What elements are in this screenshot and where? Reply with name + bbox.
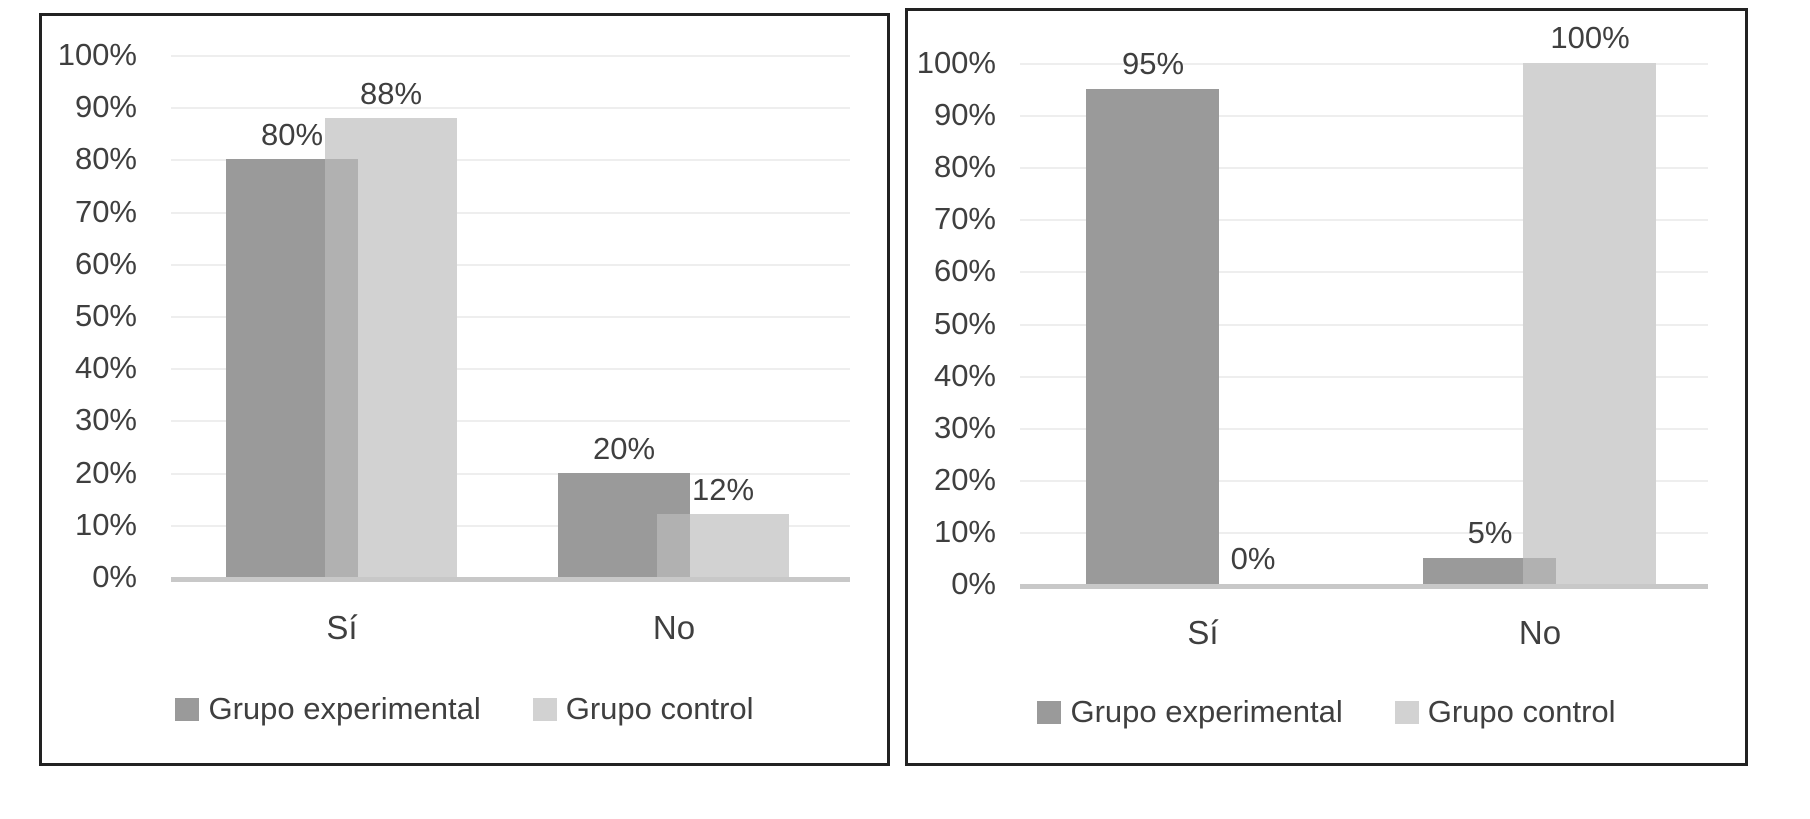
y-axis-tick-label: 10% (933, 514, 996, 549)
data-label-control-sí: 0% (1230, 541, 1276, 576)
category-label-sí: Sí (326, 609, 358, 646)
x-axis-line (1020, 584, 1708, 589)
y-axis-tick-label: 60% (933, 253, 996, 288)
y-axis-tick-label: 50% (74, 298, 137, 333)
legend: Grupo experimental Grupo control (42, 692, 887, 726)
bar-overlap-no (1523, 558, 1556, 584)
category-label-sí: Sí (1187, 614, 1219, 651)
gridline-80 (171, 159, 850, 161)
y-axis-tick-label: 40% (74, 350, 137, 385)
gridline-70 (171, 212, 850, 214)
gridline-100 (171, 55, 850, 57)
gridline-30 (171, 420, 850, 422)
legend-item-experimental: Grupo experimental (175, 691, 481, 726)
y-axis-tick-label: 20% (933, 462, 996, 497)
gridline-90 (1020, 115, 1708, 117)
gridline-20 (1020, 480, 1708, 482)
bar-overlap-sí (325, 159, 358, 577)
y-axis-tick-label: 0% (92, 559, 137, 594)
legend-swatch-icon (1037, 700, 1062, 724)
x-axis-line (171, 577, 850, 582)
data-label-experimental-no: 20% (592, 431, 656, 466)
gridline-60 (1020, 271, 1708, 273)
legend-item-control: Grupo control (1394, 694, 1616, 729)
legend: Grupo experimental Grupo control (908, 695, 1745, 729)
data-label-control-no: 100% (1550, 20, 1630, 55)
gridline-70 (1020, 219, 1708, 221)
legend-label: Grupo experimental (1070, 694, 1343, 729)
data-label-experimental-no: 5% (1467, 515, 1513, 550)
gridline-100 (1020, 63, 1708, 65)
gridline-30 (1020, 428, 1708, 430)
gridline-50 (171, 316, 850, 318)
bar-control-no (1523, 63, 1656, 584)
legend-item-experimental: Grupo experimental (1037, 694, 1343, 729)
chart-panel-right: 100% 90% 80% 70% 60% 50% 40% 30% 20% 10% 0% 95% 0% Sí… (905, 8, 1748, 766)
gridline-10 (1020, 532, 1708, 534)
data-label-control-no: 12% (691, 472, 755, 507)
gridline-20 (171, 473, 850, 475)
chart-panel-left: 100% 90% 80% 70% 60% 50% 40% 30% 20% 10% 0% 80% 88% S… (39, 13, 890, 766)
gridline-50 (1020, 324, 1708, 326)
y-axis-tick-label: 0% (951, 566, 996, 601)
data-label-experimental-sí: 95% (1121, 46, 1185, 81)
y-axis-tick-label: 80% (933, 149, 996, 184)
y-axis-tick-label: 100% (57, 37, 137, 72)
legend-label: Grupo experimental (208, 691, 481, 726)
y-axis-tick-label: 70% (933, 201, 996, 236)
legend-swatch-icon (1394, 700, 1419, 724)
legend-label: Grupo control (1427, 694, 1616, 729)
legend-item-control: Grupo control (532, 691, 754, 726)
gridline-40 (1020, 376, 1708, 378)
legend-swatch-icon (532, 697, 557, 721)
y-axis-tick-label: 30% (74, 402, 137, 437)
y-axis-tick-label: 20% (74, 455, 137, 490)
y-axis-tick-label: 80% (74, 141, 137, 176)
y-axis-tick-label: 50% (933, 306, 996, 341)
y-axis-tick-label: 30% (933, 410, 996, 445)
bar-overlap-no (657, 514, 690, 577)
gridline-40 (171, 368, 850, 370)
bar-experimental-sí (1086, 89, 1219, 584)
gridline-60 (171, 264, 850, 266)
gridline-80 (1020, 167, 1708, 169)
y-axis-tick-label: 70% (74, 194, 137, 229)
gridline-90 (171, 107, 850, 109)
data-label-control-sí: 88% (359, 76, 423, 111)
gridline-10 (171, 525, 850, 527)
category-label-no: No (652, 609, 696, 646)
y-axis-tick-label: 90% (74, 89, 137, 124)
legend-swatch-icon (175, 697, 200, 721)
y-axis-tick-label: 60% (74, 246, 137, 281)
y-axis-tick-label: 90% (933, 97, 996, 132)
legend-label: Grupo control (565, 691, 754, 726)
data-label-experimental-sí: 80% (260, 117, 324, 152)
y-axis-tick-label: 10% (74, 507, 137, 542)
y-axis-tick-label: 40% (933, 358, 996, 393)
y-axis-tick-label: 100% (916, 45, 996, 80)
category-label-no: No (1518, 614, 1562, 651)
